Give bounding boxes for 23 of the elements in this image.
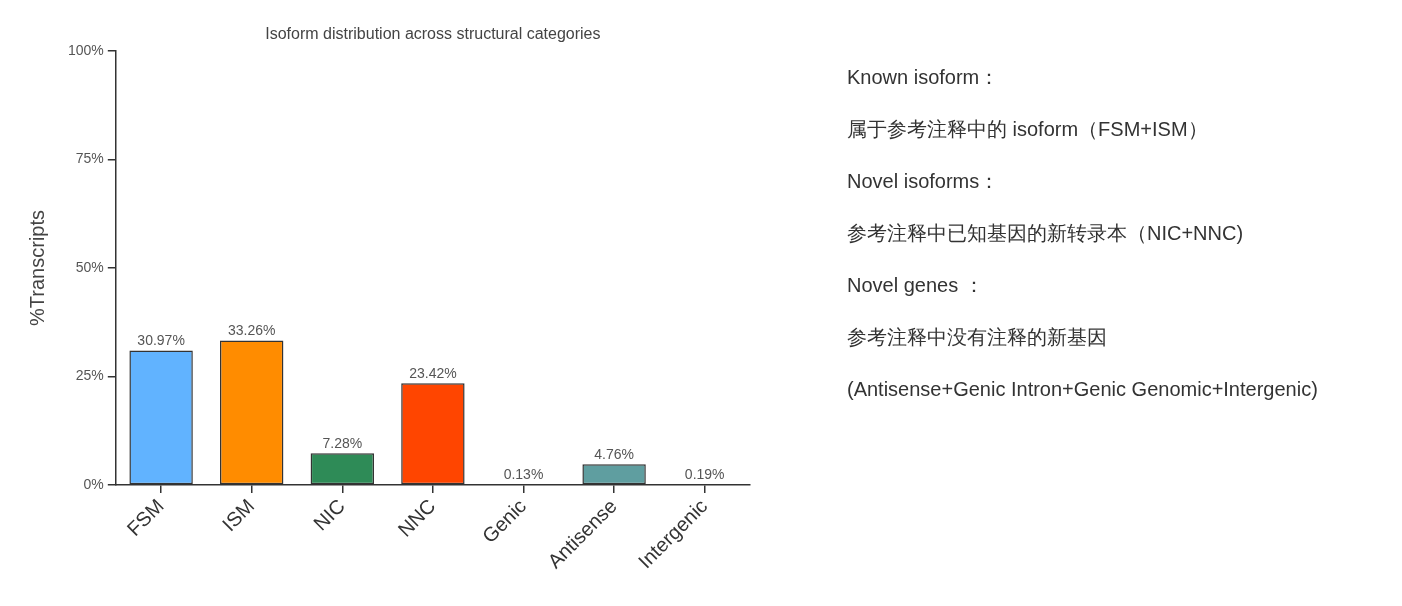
y-tick-label: 25% [75, 367, 104, 384]
data-label: 7.28% [322, 435, 363, 452]
data-label: 23.42% [409, 365, 457, 382]
text: (Antisense+Genic Intron+Genic Genomic+Intergenic) [847, 377, 1318, 402]
data-label: 30.97% [137, 332, 185, 349]
data-label: 33.26% [227, 322, 276, 339]
y-tick-label: 0% [83, 475, 104, 492]
text: Novel isoforms： [847, 169, 1001, 194]
data-label: 0.13% [503, 466, 544, 483]
chart-title: Isoform distribution across structural categories [265, 25, 601, 43]
y-tick-label: 50% [75, 258, 104, 275]
text: Novel genes ： [847, 273, 985, 298]
text: 参考注释中已知基因的新转录本（NIC+NNC) [847, 221, 1245, 246]
text: 属于参考注释中的 isoform（FSM+ISM） [847, 117, 1209, 142]
y-tick-label: 75% [75, 150, 104, 167]
data-label: 4.76% [594, 446, 634, 463]
data-label: 0.19% [684, 465, 725, 482]
text: Known isoform： [847, 65, 1001, 90]
x-tick-label: NIC [309, 494, 350, 535]
text: 参考注释中没有注释的新基因 [847, 325, 1108, 350]
x-tick-label: ISM [217, 494, 259, 536]
y-tick-label: 100% [67, 41, 104, 58]
y-axis-title: %Transcripts [25, 209, 48, 326]
